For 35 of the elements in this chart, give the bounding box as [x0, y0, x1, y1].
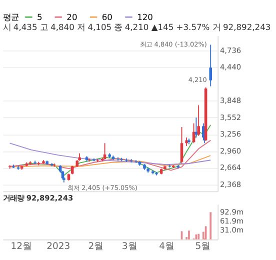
legend-label: 120 — [137, 12, 153, 22]
candlestick — [96, 158, 99, 162]
y-tick-label: 3,256 — [220, 130, 242, 139]
candlestick — [209, 44, 212, 87]
chart-title: 시 4,435 고 4,840 저 4,105 종 4,210 ▲145 +3.57% 거 92,892,243 — [2, 22, 271, 32]
x-tick-label: 3월 — [122, 241, 137, 252]
y-tick-label: 4,736 — [220, 46, 242, 55]
line-series — [9, 142, 212, 166]
line-series — [9, 140, 212, 171]
y-tick-label: 2,960 — [220, 146, 242, 156]
y-tick-label: 4,440 — [220, 62, 242, 72]
y-tick-label: 3,848 — [220, 96, 242, 106]
x-tick-label: 12월 — [10, 241, 32, 252]
y-tick-label: 2,368 — [220, 180, 242, 189]
chart-title: 거래량 92,892,243 — [2, 194, 74, 202]
x-tick-label: 2월 — [88, 241, 104, 252]
x-tick-label: 2023 — [46, 241, 70, 252]
y-tick-label: 31.0m — [220, 226, 244, 235]
x-tick-label: 5월 — [195, 241, 210, 252]
legend-label: 60 — [102, 12, 112, 22]
line-series — [9, 155, 212, 168]
candlestick — [134, 160, 138, 164]
legend-label: 20 — [66, 12, 78, 22]
y-tick-label: 3,552 — [220, 112, 242, 122]
candlestick — [180, 126, 184, 164]
legend-title: 평균 — [2, 12, 19, 22]
y-tick-label: 61.9m — [220, 216, 244, 226]
candlestick — [103, 142, 106, 160]
y-tick-label: 2,664 — [220, 163, 242, 172]
candlestick — [125, 158, 128, 162]
candlestick — [197, 104, 200, 136]
x-tick-label: 4월 — [159, 241, 174, 252]
legend-label: 5 — [37, 12, 42, 22]
candlestick — [120, 157, 124, 162]
y-tick-label: 92.9m — [220, 207, 244, 216]
